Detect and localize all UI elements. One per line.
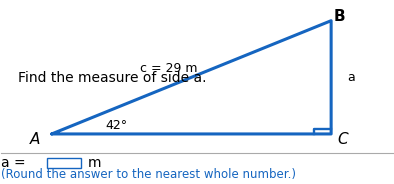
Text: A: A	[30, 132, 40, 147]
Text: B: B	[334, 9, 345, 24]
Text: C: C	[337, 132, 348, 147]
Text: Find the measure of side a.: Find the measure of side a.	[18, 71, 207, 85]
Text: 42°: 42°	[105, 119, 127, 132]
Text: a =: a =	[2, 156, 30, 170]
Text: a: a	[347, 71, 355, 84]
Text: c = 29 m: c = 29 m	[140, 62, 198, 75]
Text: m: m	[88, 156, 102, 170]
FancyBboxPatch shape	[48, 158, 81, 168]
Text: (Round the answer to the nearest whole number.): (Round the answer to the nearest whole n…	[2, 168, 296, 181]
